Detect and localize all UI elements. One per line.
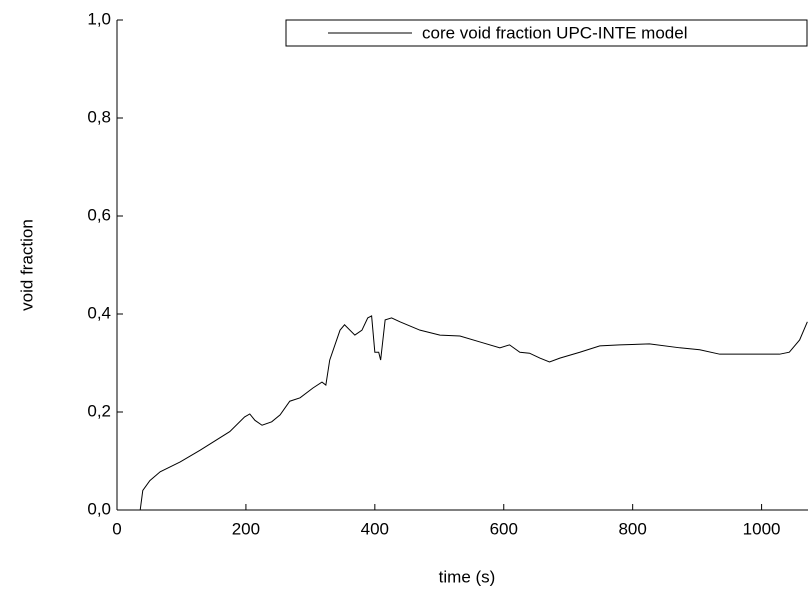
x-tick-label: 1000 [743,519,781,538]
y-axis-title: void fraction [17,219,36,311]
y-tick-label: 0,4 [87,303,111,322]
x-tick-label: 0 [112,519,121,538]
x-axis-title: time (s) [439,567,496,586]
y-tick-label: 0,8 [87,107,111,126]
legend-label: core void fraction UPC-INTE model [422,23,687,42]
data-line [139,315,808,511]
x-tick-label: 400 [361,519,389,538]
x-tick-label: 200 [232,519,260,538]
y-tick-label: 0,6 [87,205,111,224]
y-tick-label: 0,2 [87,401,111,420]
x-tick-label: 800 [618,519,646,538]
y-tick-label: 0,0 [87,499,111,518]
x-tick-label: 600 [490,519,518,538]
y-tick-label: 1,0 [87,9,111,28]
